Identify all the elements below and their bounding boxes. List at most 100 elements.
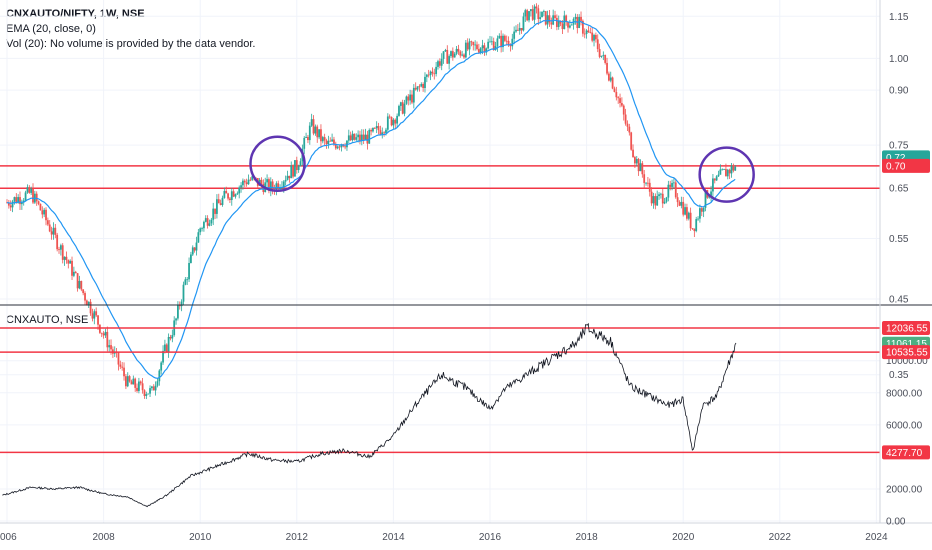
candle-body <box>570 24 573 26</box>
candle-body <box>377 126 380 131</box>
candle-body <box>455 48 458 54</box>
candle-body <box>492 41 495 51</box>
candle-body <box>149 388 151 394</box>
candle-body <box>392 119 395 126</box>
candle-body <box>43 209 46 215</box>
candle-body <box>130 381 133 385</box>
candle-body <box>422 84 425 88</box>
candle-body <box>232 191 235 197</box>
candle-body <box>726 169 729 177</box>
candle-body <box>52 227 55 235</box>
candle-body <box>229 198 231 200</box>
candle-body <box>201 228 203 230</box>
candle-body <box>349 135 352 141</box>
candle-body <box>639 163 642 172</box>
price-tick-label: 0.00 <box>886 517 906 528</box>
candle-body <box>734 166 737 171</box>
candle-body <box>451 51 454 58</box>
candle-body <box>48 224 51 232</box>
circle-annotation[interactable] <box>249 135 306 192</box>
candle-body <box>288 175 291 179</box>
candle-body <box>466 42 469 50</box>
bottom-legend: CNXAUTO, NSE <box>6 313 88 328</box>
candle-body <box>661 193 664 204</box>
price-level-lines[interactable] <box>0 327 880 454</box>
candle-body <box>54 227 57 235</box>
candle-body <box>93 311 96 319</box>
time-tick-label: 2016 <box>479 532 502 543</box>
price-axis[interactable]: 10000.00 8000.00 6000.00 2000.00 0.00 <box>886 356 928 527</box>
candle-body <box>498 35 501 39</box>
candle-body <box>620 103 623 106</box>
time-axis[interactable]: 006 2008 2010 2012 2014 2016 2018 2020 2022 2024 <box>0 532 888 543</box>
candle-body <box>360 134 363 141</box>
candle-body <box>643 174 646 183</box>
candle-body <box>294 160 296 177</box>
ratio-price-axis[interactable]: 1.15 1.00 0.90 0.75 0.65 0.55 0.45 0.35 <box>889 12 909 381</box>
candle-body <box>238 187 241 194</box>
candle-body <box>164 344 166 351</box>
candle-body <box>193 247 196 251</box>
candle-body <box>581 20 584 34</box>
candle-body <box>206 218 209 226</box>
candle-body <box>394 119 397 124</box>
top-symbol-label[interactable]: CNXAUTO/NIFTY, 1W, NSE <box>6 8 145 20</box>
candle-body <box>327 140 330 145</box>
candle-body <box>13 197 16 202</box>
candle-body <box>710 191 712 196</box>
candle-body <box>56 234 59 250</box>
candle-body <box>78 280 81 289</box>
candle-body <box>320 129 322 142</box>
candle-body <box>615 91 618 98</box>
candle-body <box>542 11 545 12</box>
candle-body <box>723 169 725 170</box>
candle-body <box>154 385 157 391</box>
ratio-level-lines[interactable] <box>0 165 880 189</box>
candle-body <box>630 132 633 150</box>
candle-body <box>386 116 389 130</box>
candle-body <box>214 208 216 214</box>
candle-body <box>108 345 111 348</box>
candle-body <box>695 219 698 232</box>
candle-body <box>268 179 270 191</box>
price-tick-label: 8000.00 <box>886 388 923 399</box>
candle-body <box>531 9 534 20</box>
candle-body <box>470 41 473 43</box>
candle-body <box>368 129 371 144</box>
candle-body <box>58 249 60 250</box>
candle-body <box>407 96 410 101</box>
vol-legend[interactable]: Vol (20): No volume is provided by the d… <box>6 38 256 50</box>
candle-body <box>119 364 122 367</box>
ema-legend[interactable]: EMA (20, close, 0) <box>6 23 96 35</box>
candle-body <box>539 17 542 20</box>
candle-body <box>156 381 159 386</box>
candle-body <box>411 94 413 103</box>
candle-body <box>624 114 627 124</box>
candle-body <box>333 139 335 144</box>
candle-body <box>9 205 12 208</box>
candle-body <box>687 212 690 219</box>
candle-body <box>65 256 68 261</box>
candle-body <box>279 187 281 190</box>
mid-level-tag-bg <box>882 345 930 360</box>
candle-body <box>635 158 638 164</box>
grid <box>0 0 880 523</box>
candle-body <box>682 201 685 215</box>
candle-body <box>591 32 594 41</box>
candle-body <box>373 127 376 129</box>
candle-body <box>732 165 735 171</box>
candle-body <box>190 254 192 263</box>
time-tick-label: 006 <box>0 532 17 543</box>
candle-body <box>481 45 484 49</box>
candle-body <box>561 23 564 30</box>
candle-body <box>61 245 64 260</box>
bottom-symbol-label[interactable]: CNXAUTO, NSE <box>6 314 89 326</box>
candle-body <box>310 119 313 126</box>
candle-body <box>186 279 189 281</box>
low-level-tag: 4277.70 <box>886 448 923 459</box>
circle-annotations[interactable] <box>249 135 755 203</box>
circle-annotation[interactable] <box>698 146 755 203</box>
candle-body <box>529 9 532 12</box>
candle-body <box>500 35 503 48</box>
